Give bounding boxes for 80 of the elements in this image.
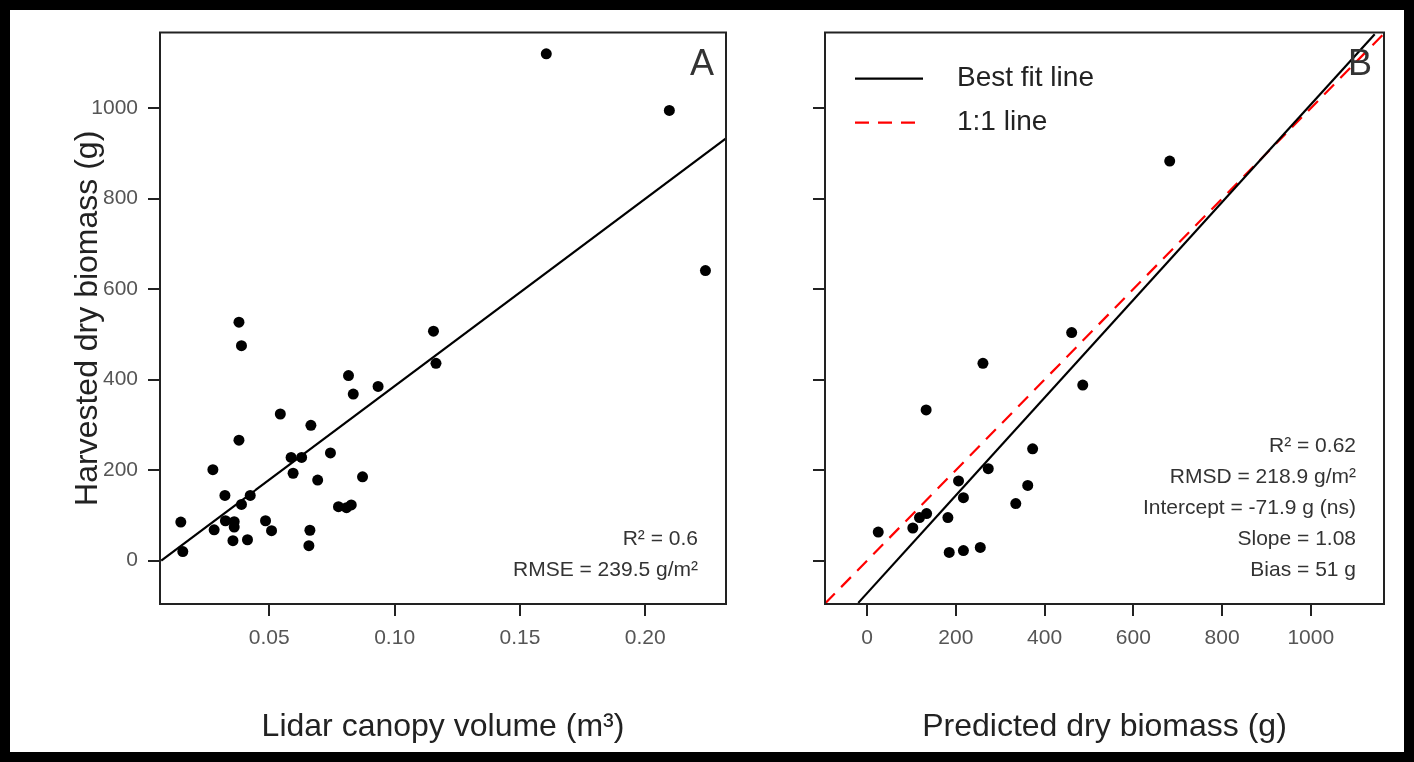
- point: [324, 447, 336, 459]
- legend-label: Best fit line: [957, 61, 1094, 93]
- point: [357, 471, 369, 483]
- point: [208, 524, 220, 536]
- point: [921, 508, 933, 520]
- y-tick-label: 200: [102, 456, 138, 480]
- point: [345, 499, 357, 511]
- point: [347, 388, 359, 400]
- point: [266, 525, 278, 537]
- y-tick-label: 1000: [91, 94, 138, 118]
- point: [699, 265, 711, 277]
- point: [274, 408, 286, 420]
- point: [233, 434, 245, 446]
- point: [312, 474, 324, 486]
- point: [427, 325, 439, 337]
- x-tick-label: 0.15: [499, 625, 541, 649]
- point: [943, 546, 955, 558]
- point: [235, 498, 247, 510]
- annotation: RMSD = 218.9 g/m²: [1169, 464, 1356, 487]
- x-tick-label: 200: [938, 625, 974, 649]
- point: [957, 492, 969, 504]
- y-tick-label: 0: [126, 547, 138, 571]
- x-tick-label: 0.05: [248, 625, 290, 649]
- annotation: Bias = 51 g: [1250, 557, 1356, 580]
- point: [663, 104, 675, 116]
- point: [920, 404, 932, 416]
- point: [953, 475, 965, 487]
- x-tick-label: 0.20: [624, 625, 666, 649]
- point: [304, 524, 316, 536]
- point: [1010, 498, 1022, 510]
- point: [227, 535, 239, 547]
- point: [982, 463, 994, 475]
- y-tick-label: 600: [102, 275, 138, 299]
- point: [977, 357, 989, 369]
- point: [1027, 443, 1039, 455]
- point: [957, 545, 969, 557]
- x-axis-title: Predicted dry biomass (g): [922, 706, 1287, 743]
- point: [244, 489, 256, 501]
- point: [296, 451, 308, 463]
- y-tick-label: 400: [102, 366, 138, 390]
- point: [1022, 479, 1034, 491]
- x-tick-label: 1000: [1287, 625, 1335, 649]
- point: [175, 516, 187, 528]
- x-axis-title: Lidar canopy volume (m³): [261, 706, 625, 743]
- point: [1066, 327, 1078, 339]
- point: [974, 541, 986, 553]
- point: [872, 526, 884, 538]
- point: [233, 316, 245, 328]
- annotation: Slope = 1.08: [1237, 526, 1356, 549]
- point: [219, 515, 231, 527]
- point: [303, 540, 315, 552]
- point: [219, 489, 231, 501]
- y-tick-label: 800: [102, 185, 138, 209]
- point: [372, 380, 384, 392]
- x-tick-label: 400: [1027, 625, 1063, 649]
- annotation: R² = 0.62: [1269, 433, 1356, 456]
- point: [540, 48, 552, 60]
- legend-label: 1:1 line: [957, 105, 1048, 137]
- point: [305, 419, 317, 431]
- point: [430, 357, 442, 369]
- point: [177, 546, 189, 558]
- point: [241, 534, 253, 546]
- annotation: A: [689, 41, 714, 83]
- annotation: RMSE = 239.5 g/m²: [513, 557, 698, 580]
- x-tick-label: 600: [1115, 625, 1151, 649]
- point: [207, 464, 219, 476]
- x-tick-label: 0: [861, 625, 873, 649]
- point: [343, 370, 354, 382]
- point: [235, 340, 247, 352]
- x-tick-label: 800: [1204, 625, 1240, 649]
- point: [1077, 379, 1089, 391]
- point: [285, 451, 297, 463]
- point: [260, 515, 272, 527]
- x-tick-label: 0.10: [374, 625, 416, 649]
- point: [287, 467, 299, 479]
- point: [942, 512, 954, 524]
- point: [1164, 155, 1176, 167]
- annotation: Intercept = -71.9 g (ns): [1142, 495, 1356, 518]
- annotation: R² = 0.6: [622, 526, 698, 549]
- point: [907, 522, 919, 534]
